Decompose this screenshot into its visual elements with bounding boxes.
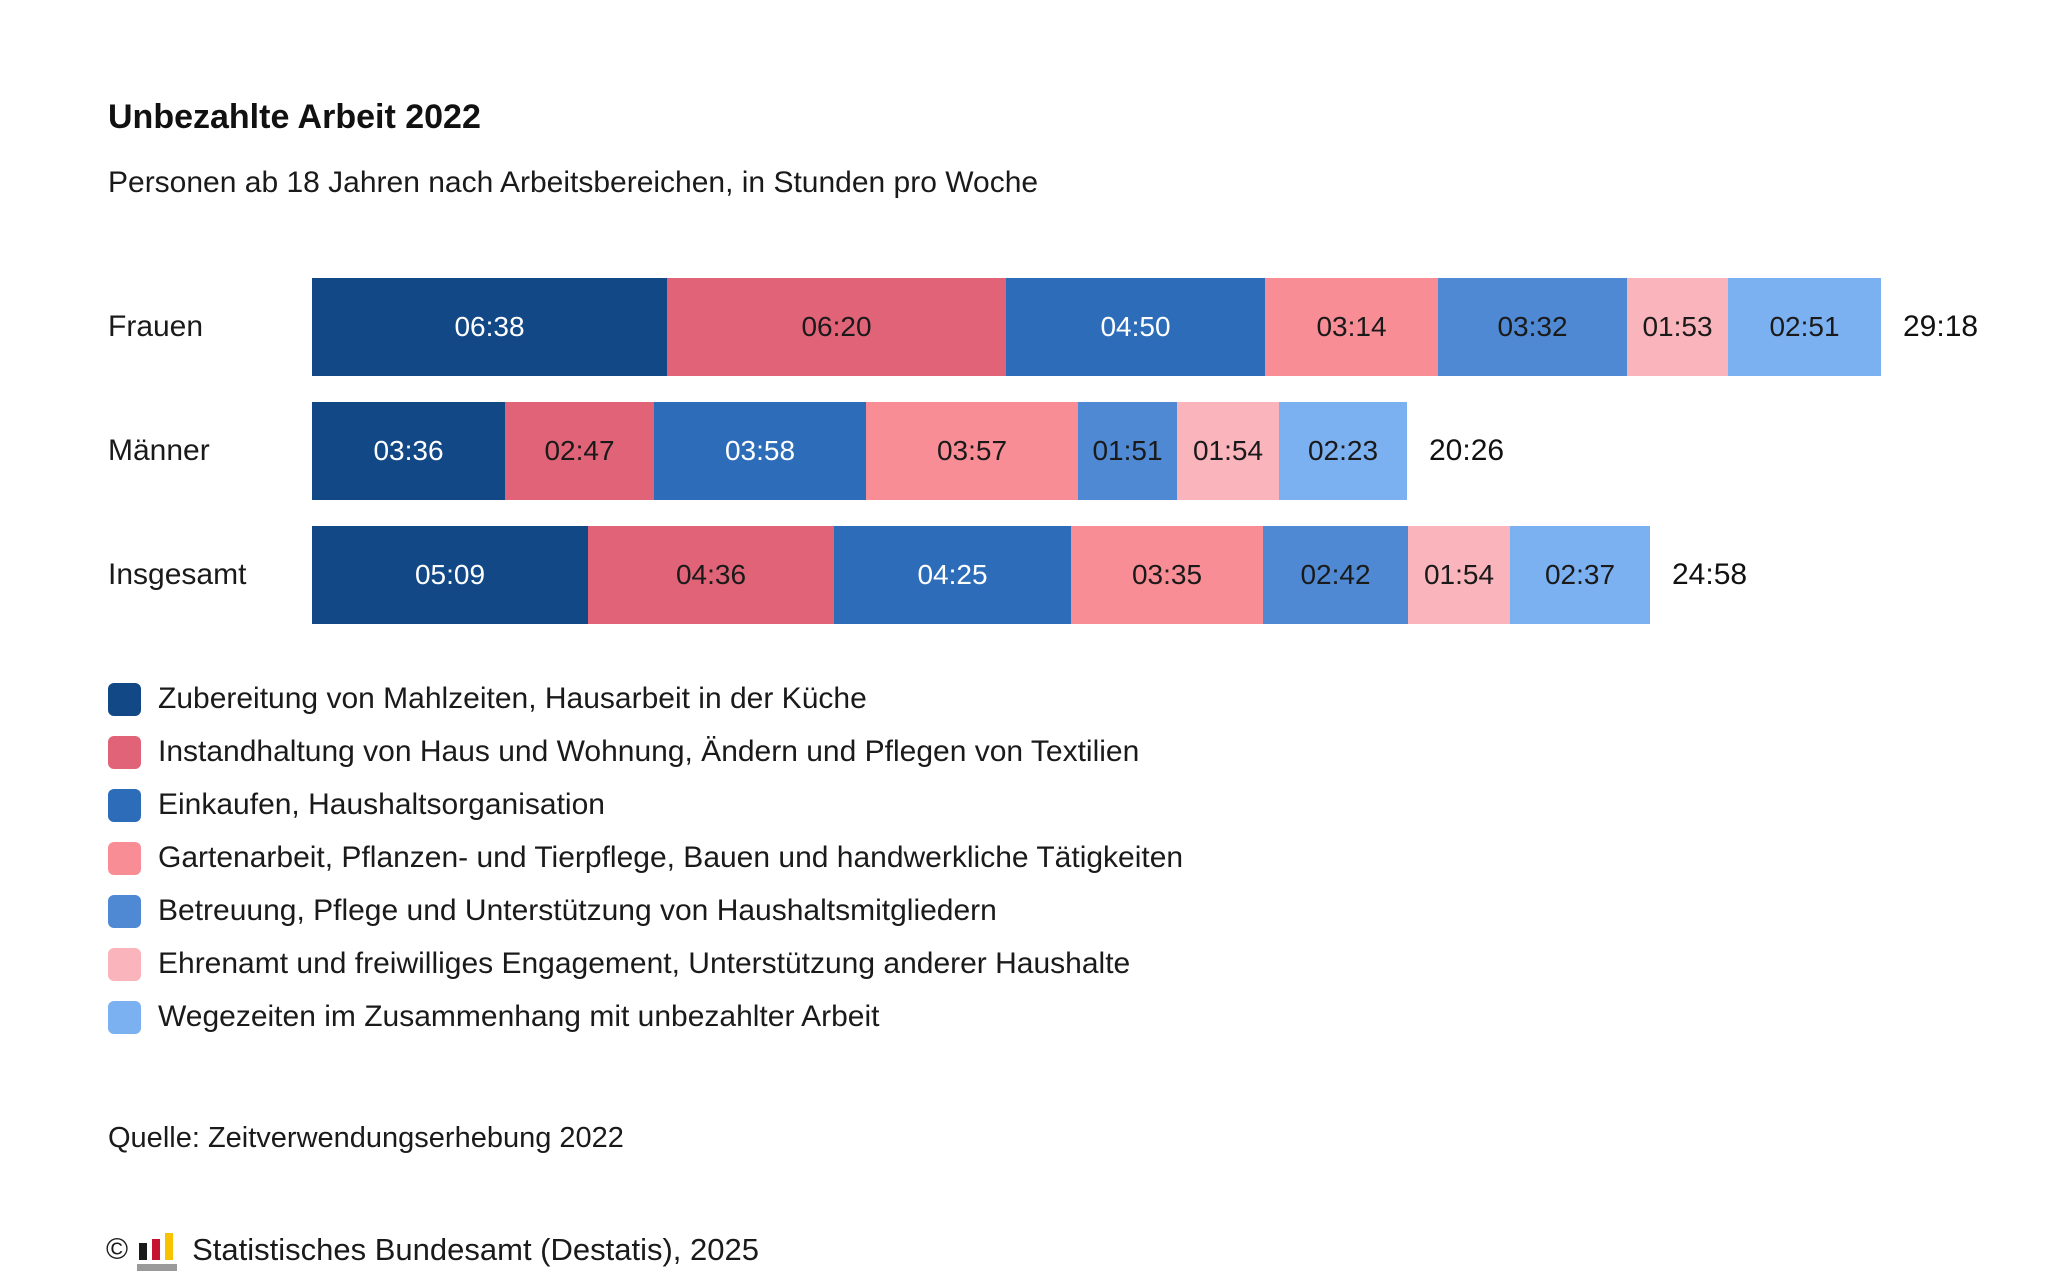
- copyright-line: © Statistisches Bundesamt (Destatis), 20…: [106, 1228, 759, 1272]
- legend-swatch-icon: [108, 894, 141, 928]
- bar-segment[interactable]: 01:54: [1177, 402, 1279, 500]
- bar-total: 24:58: [1672, 558, 1748, 591]
- bar-segment[interactable]: 02:42: [1263, 526, 1408, 624]
- stacked-bar: 05:09 04:36 04:25 03:35 02:42 01:54 02:37: [312, 526, 1650, 624]
- bar-segment[interactable]: 02:47: [505, 402, 654, 500]
- chart-title: Unbezahlte Arbeit 2022: [108, 98, 481, 136]
- bar-total: 20:26: [1429, 434, 1505, 467]
- chart-legend: Zubereitung von Mahlzeiten, Hausarbeit i…: [108, 682, 1183, 1034]
- bar-segment[interactable]: 04:25: [834, 526, 1071, 624]
- legend-item[interactable]: Ehrenamt und freiwilliges Engagement, Un…: [108, 947, 1183, 981]
- bar-segment[interactable]: 03:35: [1071, 526, 1263, 624]
- bar-segment[interactable]: 01:54: [1408, 526, 1510, 624]
- legend-label: Gartenarbeit, Pflanzen- und Tierpflege, …: [158, 841, 1184, 874]
- legend-swatch-icon: [108, 735, 141, 769]
- legend-label: Ehrenamt und freiwilliges Engagement, Un…: [158, 947, 1131, 980]
- legend-item[interactable]: Gartenarbeit, Pflanzen- und Tierpflege, …: [108, 841, 1183, 875]
- bar-segment[interactable]: 06:38: [312, 278, 667, 376]
- bar-row-frauen: Frauen 06:38 06:20 04:50 03:14 03:32 01:53 02:5…: [0, 278, 2048, 376]
- stacked-bar: 03:36 02:47 03:58 03:57 01:51 01:54 02:23: [312, 402, 1407, 500]
- legend-swatch-icon: [108, 841, 141, 875]
- category-label: Insgesamt: [108, 558, 247, 591]
- legend-swatch-icon: [108, 1000, 141, 1034]
- bar-segment[interactable]: 02:37: [1510, 526, 1650, 624]
- legend-swatch-icon: [108, 682, 141, 716]
- bar-row-insgesamt: Insgesamt 05:09 04:36 04:25 03:35 02:42 01:54 0…: [0, 526, 2048, 624]
- bar-segment[interactable]: 02:51: [1728, 278, 1881, 376]
- bar-segment[interactable]: 04:50: [1006, 278, 1265, 376]
- legend-item[interactable]: Einkaufen, Haushaltsorganisation: [108, 788, 1183, 822]
- bar-segment[interactable]: 03:14: [1265, 278, 1438, 376]
- legend-label: Einkaufen, Haushaltsorganisation: [158, 788, 605, 821]
- copyright-text: Statistisches Bundesamt (Destatis), 2025: [192, 1232, 759, 1267]
- legend-label: Instandhaltung von Haus und Wohnung, Änd…: [158, 735, 1140, 768]
- bar-segment[interactable]: 05:09: [312, 526, 588, 624]
- bar-segment[interactable]: 06:20: [667, 278, 1006, 376]
- legend-item[interactable]: Zubereitung von Mahlzeiten, Hausarbeit i…: [108, 682, 1183, 716]
- legend-swatch-icon: [108, 788, 141, 822]
- bar-segment[interactable]: 01:51: [1078, 402, 1177, 500]
- category-label: Männer: [108, 434, 210, 467]
- legend-swatch-icon: [108, 947, 141, 981]
- legend-label: Betreuung, Pflege und Unterstützung von …: [158, 894, 997, 927]
- legend-item[interactable]: Wegezeiten im Zusammenhang mit unbezahlt…: [108, 1000, 1183, 1034]
- bar-segment[interactable]: 03:58: [654, 402, 866, 500]
- bar-segment[interactable]: 01:53: [1627, 278, 1728, 376]
- legend-item[interactable]: Instandhaltung von Haus und Wohnung, Änd…: [108, 735, 1183, 769]
- category-label: Frauen: [108, 310, 204, 343]
- stacked-bar: 06:38 06:20 04:50 03:14 03:32 01:53 02:51: [312, 278, 1881, 376]
- chart-subtitle: Personen ab 18 Jahren nach Arbeitsbereic…: [108, 166, 1039, 199]
- bar-segment[interactable]: 02:23: [1279, 402, 1407, 500]
- bar-total: 29:18: [1903, 310, 1979, 343]
- bar-segment[interactable]: 03:36: [312, 402, 505, 500]
- copyright-symbol: ©: [106, 1233, 129, 1266]
- source-note: Quelle: Zeitverwendungserhebung 2022: [108, 1122, 624, 1154]
- legend-label: Zubereitung von Mahlzeiten, Hausarbeit i…: [158, 682, 867, 715]
- bar-segment[interactable]: 04:36: [588, 526, 834, 624]
- bar-row-mnner: Männer 03:36 02:47 03:58 03:57 01:51 01:54 02:2…: [0, 402, 2048, 500]
- legend-label: Wegezeiten im Zusammenhang mit unbezahlt…: [158, 1000, 880, 1033]
- legend-item[interactable]: Betreuung, Pflege und Unterstützung von …: [108, 894, 1183, 928]
- bar-segment[interactable]: 03:32: [1438, 278, 1627, 376]
- destatis-bar-chart-icon: [137, 1233, 178, 1271]
- bar-segment[interactable]: 03:57: [866, 402, 1078, 500]
